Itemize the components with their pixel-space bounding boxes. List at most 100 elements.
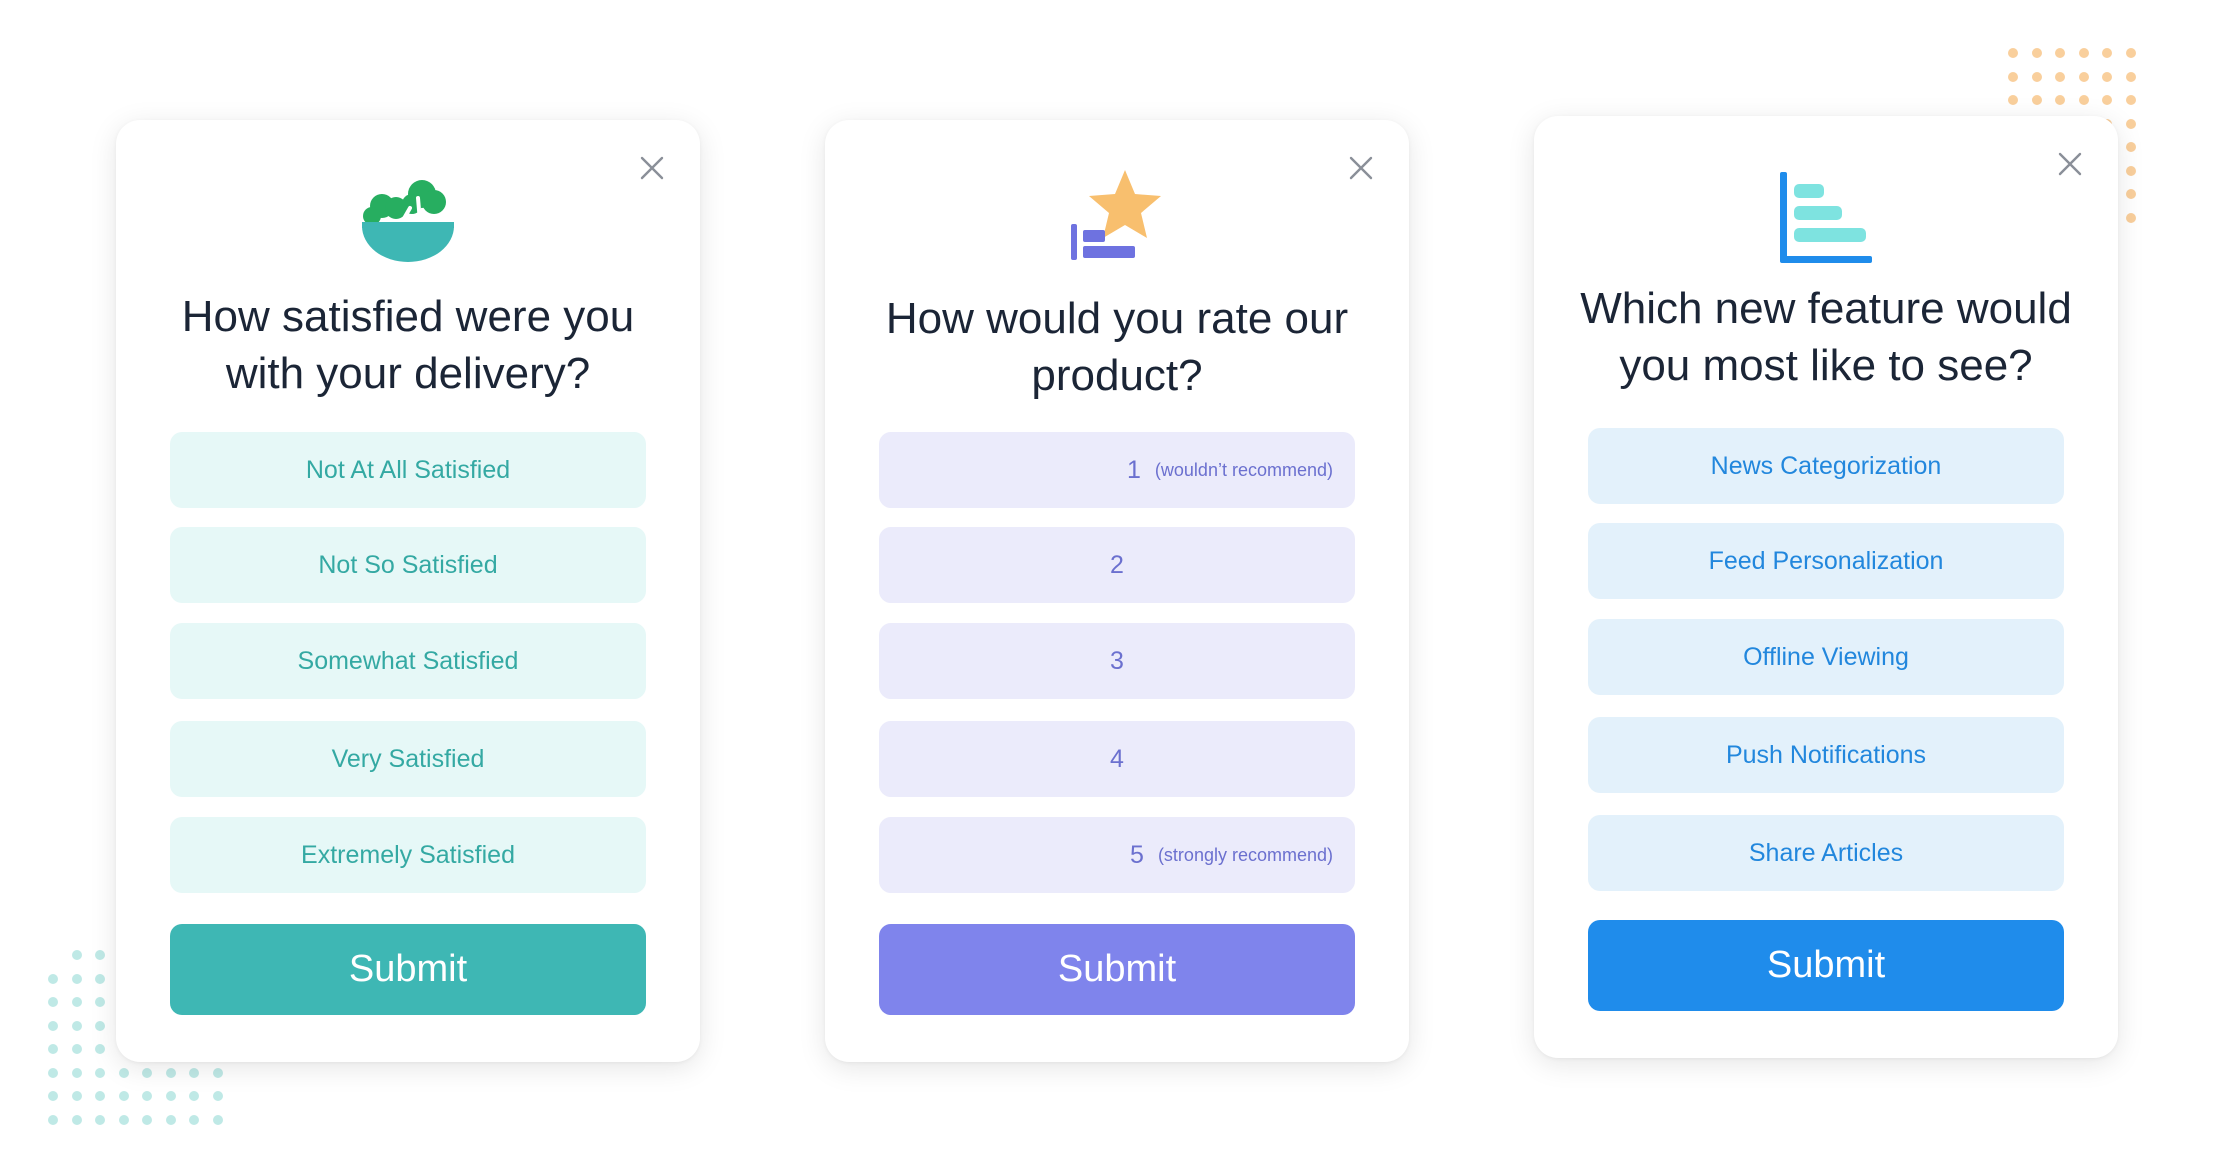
answer-option[interactable]: Not So Satisfied (170, 527, 646, 603)
decorative-dot (2125, 142, 2136, 152)
answer-option[interactable]: Share Articles (1588, 815, 2064, 891)
answer-option[interactable]: Somewhat Satisfied (170, 623, 646, 699)
rating-option-5[interactable]: 5 (strongly recommend) (879, 817, 1355, 893)
rating-value: 3 (1110, 646, 1124, 675)
decorative-dot (71, 950, 82, 960)
decorative-dot (71, 1091, 82, 1101)
decorative-dot (71, 1114, 82, 1125)
bar-chart-icon (1778, 170, 1874, 269)
decorative-dot (2055, 95, 2065, 105)
decorative-dot (48, 1091, 58, 1101)
decorative-dot (2078, 48, 2089, 58)
decorative-dot (48, 1114, 58, 1125)
decorative-dot (2078, 71, 2089, 82)
decorative-dot (212, 1091, 223, 1101)
survey-card-rating: How would you rate our product? 1 (would… (825, 120, 1409, 1062)
decorative-dot (95, 997, 105, 1007)
submit-button[interactable]: Submit (879, 924, 1355, 1015)
rating-value: 5 (1130, 840, 1144, 869)
answer-option[interactable]: Extremely Satisfied (170, 817, 646, 893)
answer-option[interactable]: News Categorization (1588, 428, 2064, 504)
decorative-dot (71, 1044, 82, 1054)
close-button[interactable] (2050, 144, 2090, 184)
decorative-dot (2125, 95, 2136, 105)
decorative-dot (142, 1091, 152, 1101)
decorative-dot (95, 1091, 105, 1101)
decorative-dot (2078, 95, 2089, 105)
decorative-dot (2102, 95, 2112, 105)
answer-option[interactable]: Feed Personalization (1588, 523, 2064, 599)
submit-button[interactable]: Submit (170, 924, 646, 1015)
decorative-dot (2008, 48, 2018, 58)
decorative-dot (165, 1091, 176, 1101)
question-title: How would you rate our product? (885, 294, 1349, 400)
decorative-dot (95, 973, 105, 984)
decorative-dot (48, 973, 58, 984)
decorative-dot (71, 1067, 82, 1078)
rating-option-2[interactable]: 2 (879, 527, 1355, 603)
close-button[interactable] (1341, 148, 1381, 188)
survey-card-feature: Which new feature would you most like to… (1534, 116, 2118, 1058)
rating-hint: (wouldn’t recommend) (1154, 459, 1333, 480)
decorative-dot (189, 1091, 199, 1101)
decorative-dot (165, 1114, 176, 1125)
decorative-dot (212, 1114, 223, 1125)
decorative-dot (212, 1067, 223, 1078)
decorative-dot (118, 1067, 129, 1078)
close-button[interactable] (632, 148, 672, 188)
rating-hint: (strongly recommend) (1157, 844, 1333, 865)
decorative-dot (95, 1067, 105, 1078)
decorative-dot (2125, 212, 2136, 223)
decorative-dot (118, 1091, 129, 1101)
decorative-dot (2102, 71, 2112, 82)
decorative-dot (48, 1044, 58, 1054)
decorative-dot (95, 1020, 105, 1031)
close-icon (2058, 152, 2082, 176)
decorative-dot (48, 1067, 58, 1078)
decorative-dot (165, 1067, 176, 1078)
submit-button[interactable]: Submit (1588, 920, 2064, 1011)
rating-option-4[interactable]: 4 (879, 721, 1355, 797)
decorative-dot (189, 1067, 199, 1078)
answer-option[interactable]: Not At All Satisfied (170, 432, 646, 508)
decorative-dot (2125, 71, 2136, 82)
decorative-dot (2031, 71, 2042, 82)
decorative-dot (2125, 189, 2136, 199)
decorative-dot (71, 997, 82, 1007)
decorative-dot (2055, 48, 2065, 58)
rating-option-3[interactable]: 3 (879, 623, 1355, 699)
decorative-dot (2125, 48, 2136, 58)
close-icon (640, 156, 664, 180)
decorative-dot (2031, 48, 2042, 58)
survey-card-delivery: How satisfied were you with your deliver… (116, 120, 700, 1062)
decorative-dot (71, 973, 82, 984)
decorative-dot (71, 1020, 82, 1031)
decorative-dot (2008, 95, 2018, 105)
decorative-dot (48, 1020, 58, 1031)
rating-value: 4 (1110, 744, 1124, 773)
decorative-dot (189, 1114, 199, 1125)
decorative-dot (2125, 165, 2136, 176)
decorative-dot (118, 1114, 129, 1125)
decorative-dot (2102, 48, 2112, 58)
question-title: Which new feature would you most like to… (1580, 284, 2072, 390)
answer-option[interactable]: Very Satisfied (170, 721, 646, 797)
decorative-dot (142, 1067, 152, 1078)
answer-option[interactable]: Push Notifications (1588, 717, 2064, 793)
decorative-dot (48, 997, 58, 1007)
close-icon (1349, 156, 1373, 180)
answer-option[interactable]: Offline Viewing (1588, 619, 2064, 695)
decorative-dot (2031, 95, 2042, 105)
decorative-dot (2008, 71, 2018, 82)
salad-bowl-icon (360, 172, 456, 269)
rating-option-1[interactable]: 1 (wouldn’t recommend) (879, 432, 1355, 508)
decorative-dot (95, 1114, 105, 1125)
rating-value: 1 (1127, 455, 1141, 484)
decorative-dot (142, 1114, 152, 1125)
decorative-dot (95, 1044, 105, 1054)
star-rating-icon (1067, 168, 1167, 269)
question-title: How satisfied were you with your deliver… (181, 292, 635, 398)
decorative-dot (95, 950, 105, 960)
decorative-dot (2055, 71, 2065, 82)
rating-value: 2 (1110, 550, 1124, 579)
